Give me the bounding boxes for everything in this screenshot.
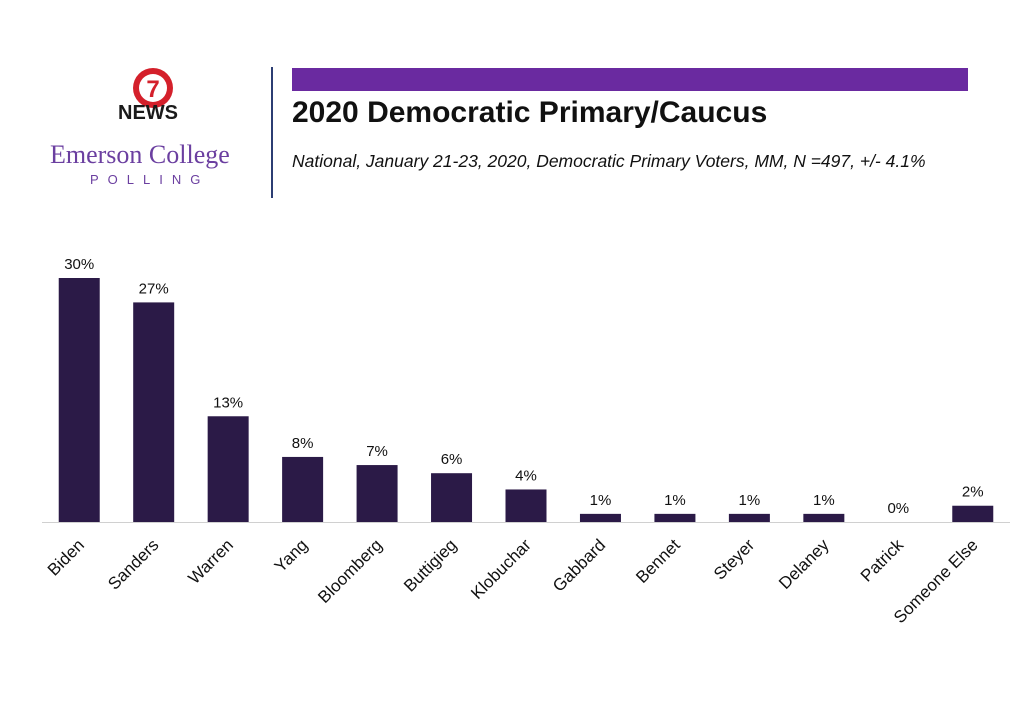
page-title: 2020 Democratic Primary/Caucus	[292, 96, 768, 129]
logo-block: 7 NEWS Emerson College POLLING	[40, 62, 270, 202]
data-label: 0%	[887, 500, 909, 517]
bar-steyer	[728, 513, 770, 522]
data-label: 8%	[292, 435, 314, 452]
data-label: 1%	[664, 492, 686, 509]
category-tick-label: Bloomberg	[314, 535, 386, 607]
category-tick-label: Warren	[185, 535, 237, 587]
data-label: 6%	[441, 451, 463, 468]
news-badge-number: 7	[146, 76, 159, 103]
data-label: 13%	[213, 394, 243, 411]
data-label: 1%	[813, 492, 835, 509]
data-label: 7%	[366, 443, 388, 460]
bar-gabbard	[579, 513, 621, 522]
data-label: 30%	[64, 256, 94, 273]
news-label: NEWS	[118, 102, 178, 124]
bar-sanders	[133, 302, 175, 522]
college-name: Emerson College	[50, 140, 230, 169]
accent-bar	[292, 68, 968, 91]
bar-klobuchar	[505, 489, 547, 522]
bar-chart: 30% Biden 27% Sanders 13% Warren 8% Yang 7% Bloom…	[42, 256, 1010, 627]
data-label: 1%	[590, 492, 612, 509]
category-tick-label: Steyer	[710, 535, 758, 583]
bar-bloomberg	[356, 465, 398, 522]
data-label: 4%	[515, 467, 537, 484]
category-tick-label: Bennet	[632, 535, 684, 587]
seven-news-logo-icon: 7	[133, 68, 173, 108]
category-tick-label: Gabbard	[549, 535, 609, 595]
data-label: 2%	[962, 484, 984, 501]
bar-delaney	[803, 513, 845, 522]
category-tick-label: Buttigieg	[400, 535, 460, 595]
college-subtitle: POLLING	[90, 172, 210, 187]
bar-warren	[207, 416, 249, 522]
category-tick-label: Sanders	[104, 535, 162, 593]
category-tick-label: Patrick	[857, 535, 908, 586]
bar-biden	[58, 278, 100, 522]
bar-yang	[282, 456, 324, 522]
bar-someone-else	[952, 505, 994, 522]
category-tick-label: Yang	[271, 535, 312, 576]
page-subtitle: National, January 21-23, 2020, Democrati…	[292, 151, 926, 171]
category-tick-label: Biden	[44, 535, 88, 579]
data-label: 27%	[139, 280, 169, 297]
bar-bennet	[654, 513, 696, 522]
data-label: 1%	[739, 492, 761, 509]
header-divider	[271, 67, 273, 198]
bar-buttigieg	[431, 473, 473, 522]
category-tick-label: Delaney	[775, 535, 833, 593]
category-tick-label: Klobuchar	[467, 535, 535, 603]
